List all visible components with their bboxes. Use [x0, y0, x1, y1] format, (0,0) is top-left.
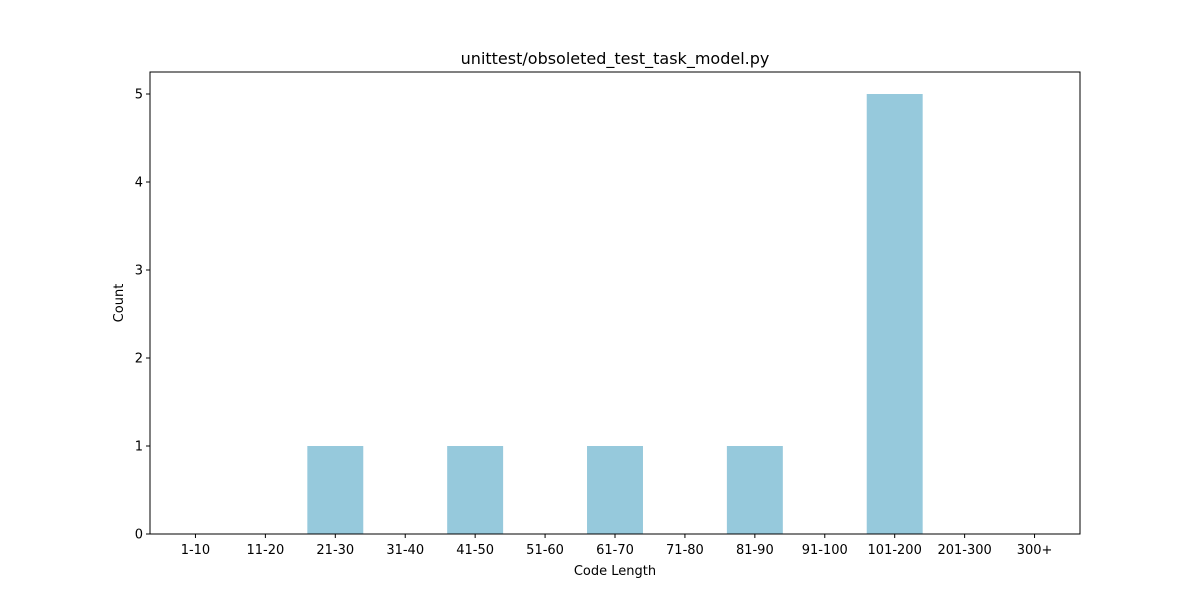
bars-layer	[307, 94, 923, 534]
bar-101-200	[866, 94, 923, 534]
bar-81-90	[726, 446, 783, 534]
plot-frame	[149, 71, 1081, 535]
y-axis-ticks: 0 1 2 3 4 5	[135, 88, 150, 543]
x-axis-ticks: 1-10 11-20 21-30 31-40 41-50 51-60 61-70 71-80 8…	[181, 534, 1053, 558]
y-tick-label: 0	[135, 528, 143, 543]
y-tick-label: 3	[135, 264, 143, 279]
bar-21-30	[307, 446, 364, 534]
bar-61-70	[587, 446, 643, 534]
x-tick-label: 31-40	[386, 543, 424, 558]
y-axis-label: Count	[112, 284, 127, 323]
y-tick-label: 4	[135, 176, 143, 191]
y-tick-label: 1	[135, 440, 143, 455]
bar-41-50	[447, 446, 504, 534]
x-tick-label: 51-60	[526, 543, 564, 558]
x-tick-label: 21-30	[316, 543, 354, 558]
x-tick-label: 71-80	[666, 543, 704, 558]
y-tick-label: 5	[135, 88, 143, 103]
x-tick-label: 201-300	[937, 543, 991, 558]
x-tick-label: 61-70	[596, 543, 634, 558]
chart-title: unittest/obsoleted_test_task_model.py	[461, 49, 770, 69]
x-tick-label: 81-90	[736, 543, 774, 558]
x-axis-label: Code Length	[574, 564, 656, 579]
x-tick-label: 1-10	[181, 543, 211, 558]
x-tick-label: 11-20	[246, 543, 284, 558]
x-tick-label: 101-200	[868, 543, 922, 558]
y-tick-label: 2	[135, 352, 143, 367]
x-tick-label: 41-50	[456, 543, 494, 558]
x-tick-label: 91-100	[802, 543, 848, 558]
x-tick-label: 300+	[1017, 543, 1053, 558]
